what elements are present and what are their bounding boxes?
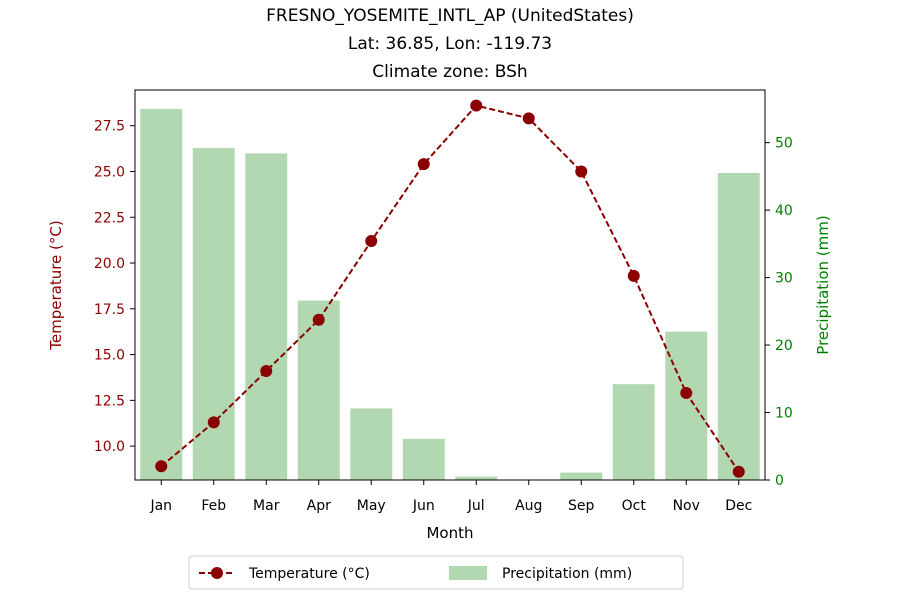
right-tick-label: 10	[775, 406, 793, 422]
temperature-point	[470, 99, 483, 112]
precipitation-bar	[612, 384, 655, 480]
legend-precipitation-label: Precipitation (mm)	[502, 566, 632, 582]
right-axis-label: Precipitation (mm)	[814, 215, 832, 354]
temperature-point	[365, 235, 378, 248]
chart-title-line-3: Climate zone: BSh	[372, 62, 527, 82]
precipitation-bar	[665, 331, 708, 480]
temperature-point	[732, 465, 745, 478]
temperature-point	[155, 460, 168, 473]
temperature-point	[260, 365, 273, 378]
legend: Temperature (°C) Precipitation (mm)	[188, 555, 684, 590]
temperature-line	[155, 99, 745, 478]
precipitation-bar	[245, 153, 288, 480]
x-axis-label: Month	[426, 524, 473, 542]
plot-frame	[134, 89, 766, 481]
legend-temperature-label: Temperature (°C)	[248, 566, 370, 582]
temperature-point	[680, 387, 693, 400]
precipitation-bar	[192, 148, 235, 480]
left-axis-label: Temperature (°C)	[47, 220, 65, 350]
x-tick-label: Mar	[253, 498, 280, 514]
chart-title-line-2: Lat: 36.85, Lon: -119.73	[348, 34, 552, 54]
precipitation-bar	[402, 438, 445, 480]
precipitation-bar	[717, 172, 760, 480]
left-tick-label: 12.5	[94, 393, 125, 409]
x-tick-label: Sep	[568, 498, 595, 514]
x-tick-label: Dec	[725, 498, 752, 514]
x-tick-label: Jan	[149, 498, 172, 514]
temperature-point	[575, 165, 588, 178]
precipitation-bar	[297, 300, 340, 480]
precipitation-bars	[140, 108, 760, 480]
x-tick-label: Nov	[673, 498, 700, 514]
legend-precipitation-swatch	[449, 566, 487, 580]
right-tick-label: 0	[775, 473, 784, 489]
x-tick-label: Aug	[515, 498, 542, 514]
left-tick-label: 20.0	[94, 256, 125, 272]
left-axis-ticks: 10.0 12.5 15.0 17.5 20.0 22.5 25.0 27.5	[94, 119, 135, 455]
x-tick-label: Jun	[412, 498, 435, 514]
right-axis-ticks: 0 10 20 30 40 50	[765, 136, 793, 489]
temperature-point	[207, 416, 220, 429]
right-tick-label: 20	[775, 338, 793, 354]
right-tick-label: 30	[775, 271, 793, 287]
left-tick-label: 22.5	[94, 210, 125, 226]
left-tick-label: 10.0	[94, 439, 125, 455]
x-tick-label: May	[357, 498, 386, 514]
legend-temperature-marker	[211, 567, 223, 579]
left-tick-label: 27.5	[94, 119, 125, 135]
x-tick-label: Oct	[622, 498, 647, 514]
left-tick-label: 25.0	[94, 164, 125, 180]
temperature-point	[417, 158, 430, 171]
precipitation-bar	[455, 476, 498, 480]
right-tick-label: 40	[775, 203, 793, 219]
x-tick-label: Feb	[201, 498, 226, 514]
left-tick-label: 17.5	[94, 302, 125, 318]
precipitation-bar	[560, 472, 603, 480]
x-tick-label: Jul	[467, 498, 485, 514]
temperature-point	[312, 313, 325, 326]
temperature-series-line	[160, 104, 740, 473]
x-axis-ticks: Jan Feb Mar Apr May Jun Jul Aug Sep Oct Nov Dec	[149, 480, 752, 514]
legend-frame	[188, 555, 684, 590]
precipitation-bar	[140, 108, 183, 480]
right-tick-label: 50	[775, 136, 793, 152]
temperature-point	[522, 112, 535, 125]
left-tick-label: 15.0	[94, 348, 125, 364]
precipitation-bar	[350, 408, 393, 480]
temperature-point	[627, 269, 640, 282]
chart-title-line-1: FRESNO_YOSEMITE_INTL_AP (UnitedStates)	[266, 6, 634, 26]
x-tick-label: Apr	[307, 498, 331, 514]
